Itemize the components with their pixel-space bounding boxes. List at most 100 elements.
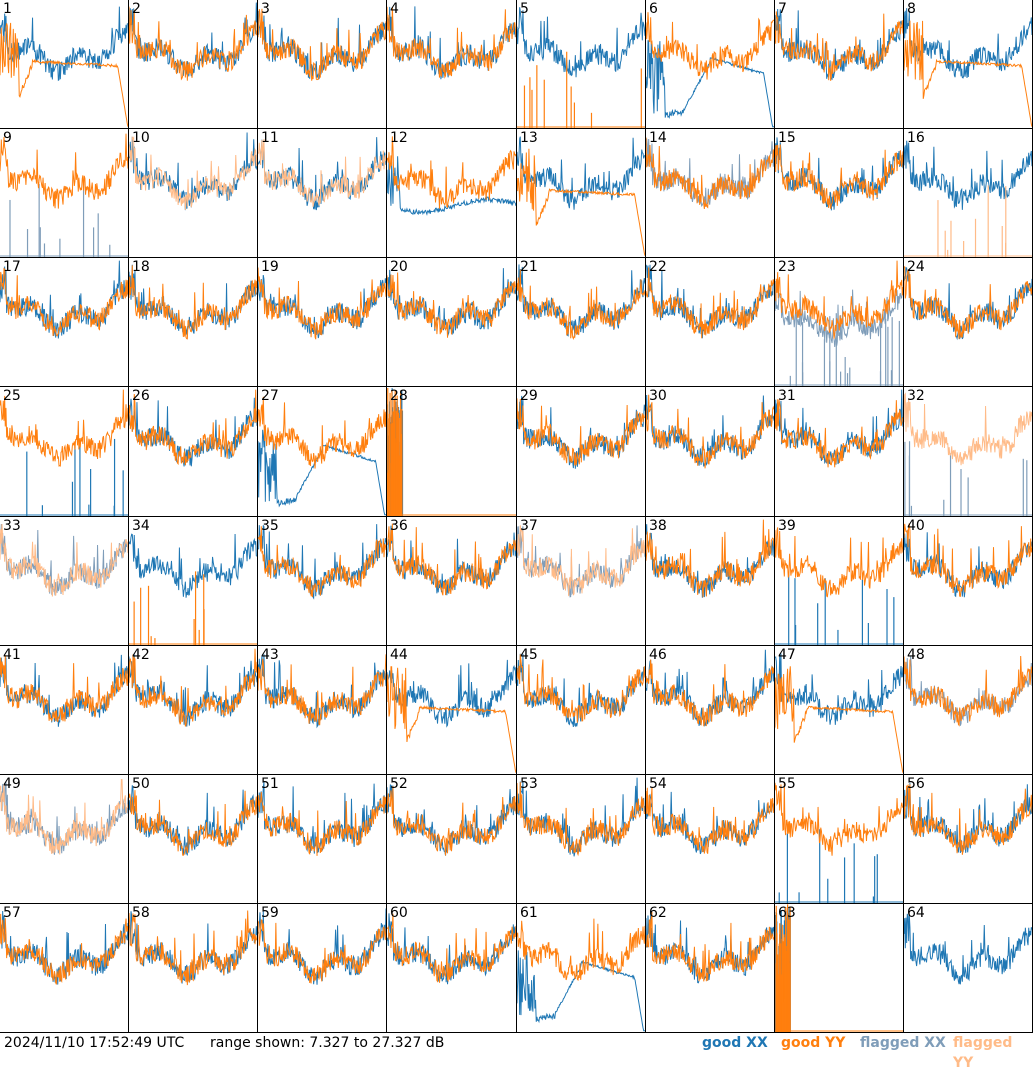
yy-line	[517, 654, 645, 723]
panel-number: 5	[520, 1, 529, 17]
panel-number: 42	[132, 647, 150, 663]
panel-number: 41	[3, 647, 21, 663]
yy-line	[387, 913, 516, 983]
yy-line	[775, 782, 903, 856]
panel-number: 9	[3, 130, 12, 146]
panel-number: 60	[390, 905, 408, 921]
yy-line	[517, 918, 645, 982]
yy-line	[904, 392, 1032, 466]
panel-plot	[387, 388, 516, 516]
yy-spikes	[904, 185, 1032, 257]
panel-number: 33	[3, 518, 21, 534]
yy-line	[0, 22, 128, 127]
panel-number: 62	[649, 905, 667, 921]
panel-plot	[258, 781, 386, 856]
legend-flagged-yy: flagged YY	[953, 1035, 1013, 1071]
panel-37: 37	[517, 517, 646, 646]
panel-number: 64	[907, 905, 925, 921]
panel-23: 23	[775, 258, 904, 387]
panel-number: 49	[3, 776, 21, 792]
panel-number: 29	[520, 388, 538, 404]
yy-line	[258, 654, 386, 726]
panel-11: 11	[258, 129, 387, 258]
panel-plot	[646, 12, 774, 128]
yy-line	[258, 396, 386, 469]
panel-49: 49	[0, 775, 129, 904]
yy-line	[517, 525, 645, 597]
yy-spikes	[387, 388, 516, 516]
panel-51: 51	[258, 775, 387, 904]
panel-plot	[904, 913, 1032, 985]
xx-line	[517, 7, 645, 78]
panel-plot	[129, 2, 257, 81]
xx-line	[646, 264, 774, 339]
yy-line	[775, 11, 903, 81]
panel-plot	[0, 6, 128, 127]
yy-line	[517, 269, 645, 340]
panel-plot	[0, 778, 128, 855]
panel-plot	[775, 904, 903, 1032]
panel-38: 38	[646, 517, 775, 646]
panel-number: 7	[778, 1, 787, 17]
panel-46: 46	[646, 646, 775, 775]
panel-number: 27	[261, 388, 279, 404]
panel-number: 2	[132, 1, 141, 17]
yy-line	[129, 910, 257, 986]
panel-plot	[129, 648, 257, 727]
panel-number: 50	[132, 776, 150, 792]
panel-22: 22	[646, 258, 775, 387]
panel-plot	[646, 519, 774, 598]
yy-line	[646, 12, 774, 80]
panel-number: 48	[907, 647, 925, 663]
yy-line	[646, 659, 774, 727]
panel-5: 5	[517, 0, 646, 129]
panel-number: 39	[778, 518, 796, 534]
yy-line	[387, 6, 516, 79]
panel-number: 31	[778, 388, 796, 404]
panel-number: 58	[132, 905, 150, 921]
panel-61: 61	[517, 904, 646, 1033]
panel-plot	[646, 911, 774, 984]
xx-line	[387, 156, 516, 216]
panel-15: 15	[775, 129, 904, 258]
timestamp: 2024/11/10 17:52:49 UTC	[4, 1035, 185, 1051]
panel-number: 56	[907, 776, 925, 792]
panel-plot	[387, 6, 516, 80]
yy-line	[517, 398, 645, 466]
panel-plot	[387, 268, 516, 338]
panel-plot	[646, 394, 774, 469]
panel-plot	[904, 392, 1032, 516]
panel-plot	[0, 260, 128, 339]
panel-35: 35	[258, 517, 387, 646]
xx-line	[387, 659, 516, 728]
yy-line	[129, 6, 257, 81]
yy-line	[129, 790, 257, 856]
panel-17: 17	[0, 258, 129, 387]
panel-plot	[517, 918, 645, 1032]
yy-line	[517, 148, 645, 256]
xx-line	[904, 530, 1032, 598]
yy-line	[646, 519, 774, 598]
panel-9: 9	[0, 129, 129, 258]
panel-56: 56	[904, 775, 1033, 904]
panel-number: 18	[132, 259, 150, 275]
panel-plot	[904, 8, 1032, 127]
panel-number: 28	[390, 388, 408, 404]
panel-41: 41	[0, 646, 129, 775]
yy-line	[258, 8, 386, 81]
xx-line	[129, 911, 257, 984]
xx-line	[517, 653, 645, 728]
panel-number: 11	[261, 130, 279, 146]
panel-plot	[258, 267, 386, 340]
yy-line	[129, 135, 257, 210]
panel-plot	[775, 9, 903, 81]
panel-number: 59	[261, 905, 279, 921]
panel-59: 59	[258, 904, 387, 1033]
xx-line	[387, 913, 516, 985]
xx-spikes	[904, 441, 1032, 516]
xx-line	[775, 281, 903, 347]
panel-2: 2	[129, 0, 258, 129]
legend-good-xx: good XX	[702, 1035, 768, 1051]
panel-number: 10	[132, 130, 150, 146]
panel-number: 4	[390, 1, 399, 17]
